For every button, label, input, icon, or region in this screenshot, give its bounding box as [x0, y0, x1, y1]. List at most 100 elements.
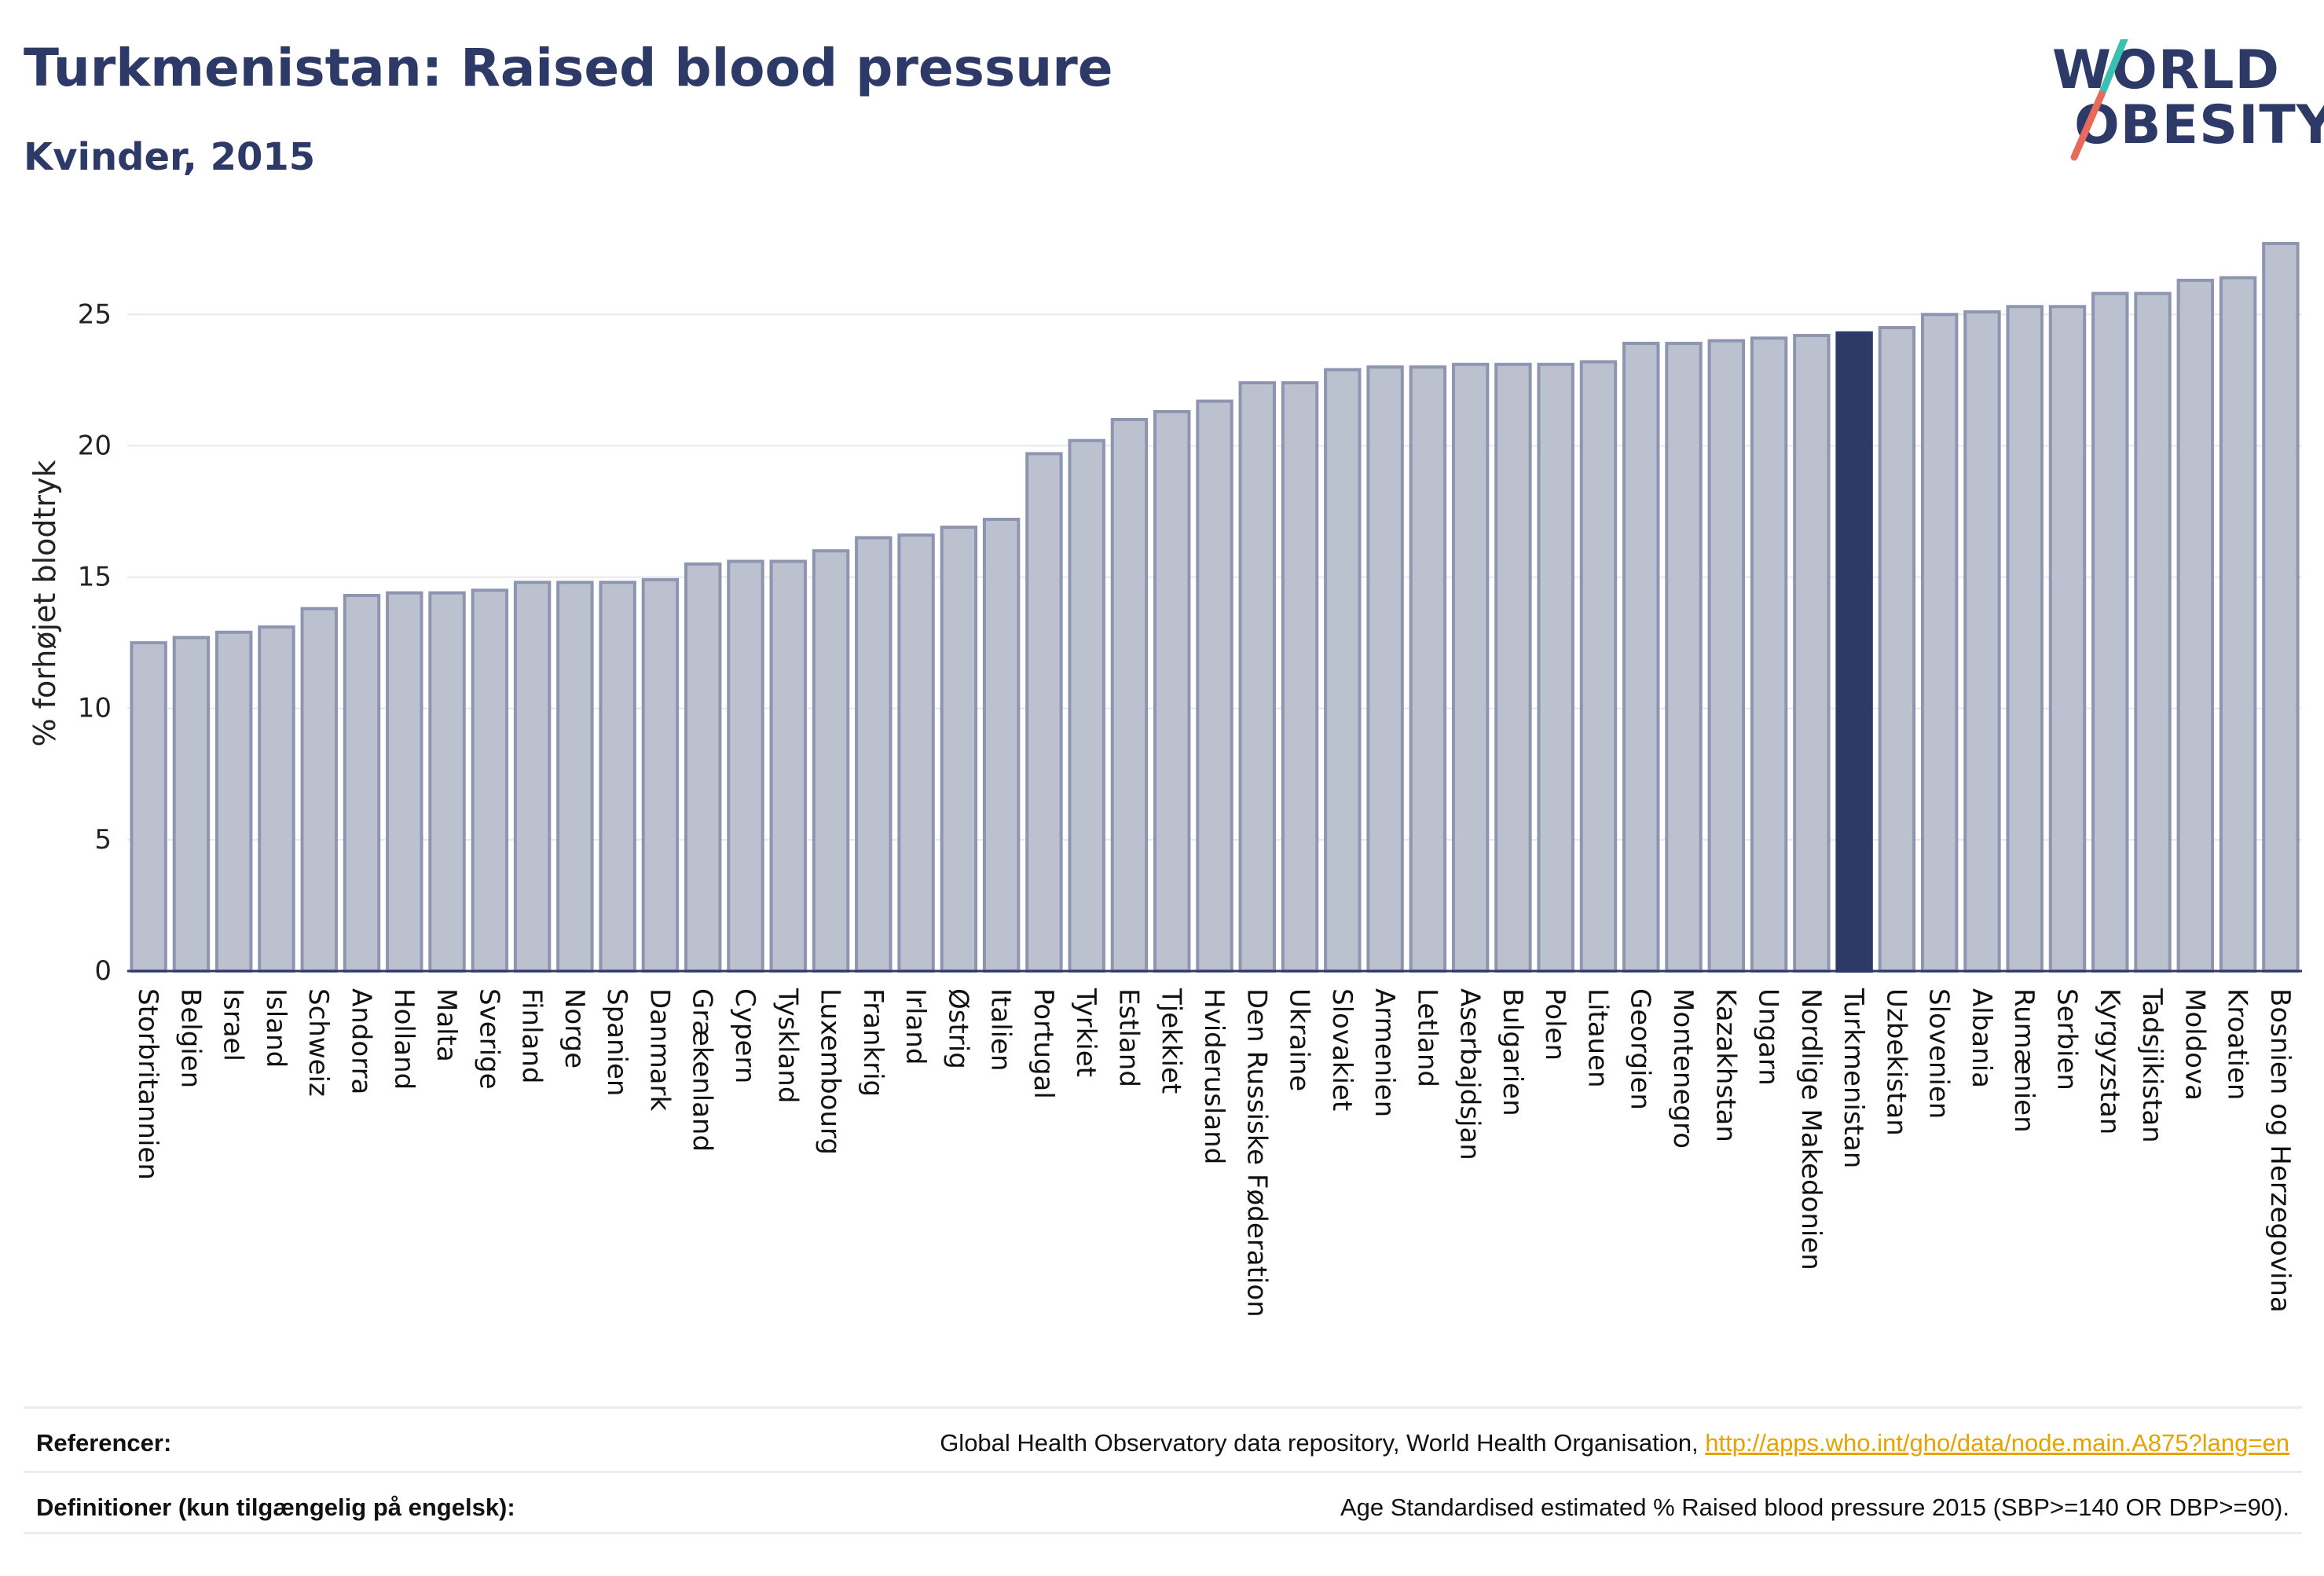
- y-axis-title: % forhøjet blodtryk: [27, 460, 62, 746]
- bar-chart: 0 5 10 15 20 25 % forhøjet blodtryk Storbritann…: [27, 242, 2302, 1318]
- x-tick-label: Tyrkiet: [1070, 988, 1102, 1077]
- bar: [1153, 409, 1191, 973]
- bar: [727, 559, 764, 973]
- x-tick-label: Den Russiske Føderation: [1241, 988, 1272, 1318]
- bar: [1025, 452, 1063, 973]
- bar: [1451, 362, 1490, 973]
- x-tick-label: Polen: [1539, 988, 1571, 1061]
- x-tick-label: Litauen: [1582, 988, 1613, 1088]
- bar: [1196, 399, 1233, 973]
- x-tick-label: Bosnien og Herzegovina: [2264, 988, 2296, 1313]
- definitions-row: Definitioner (kun tilgængelig på engelsk…: [24, 1471, 2302, 1534]
- x-tick-label: Israel: [218, 988, 249, 1061]
- y-tick-label: 10: [78, 693, 112, 724]
- world-obesity-logo: WORLD OBESITY: [2043, 39, 2324, 173]
- x-tick-label: Spanien: [601, 988, 632, 1096]
- bar: [855, 536, 893, 973]
- bar: [1793, 334, 1831, 973]
- x-tick-label: Georgien: [1625, 988, 1656, 1110]
- y-tick-label: 20: [78, 430, 112, 461]
- bar: [130, 641, 167, 973]
- chart-title: Turkmenistan: Raised blood pressure: [24, 38, 1113, 98]
- bar: [812, 549, 850, 973]
- footer-divider: [24, 1532, 2302, 1534]
- x-tick-label: Slovakiet: [1326, 988, 1358, 1111]
- bar: [1281, 381, 1319, 973]
- y-tick-label: 5: [94, 824, 112, 856]
- x-tick-label: Tjekkiet: [1156, 988, 1187, 1094]
- bar: [1238, 381, 1276, 973]
- bar: [1665, 342, 1703, 973]
- bar: [1622, 342, 1660, 973]
- bar: [513, 581, 552, 973]
- y-tick-label: 0: [94, 955, 112, 987]
- bar: [1963, 310, 2001, 973]
- x-tick-label: Montenegro: [1667, 988, 1699, 1149]
- x-tick-label: Andorra: [346, 988, 377, 1094]
- x-tick-label: Tyskland: [772, 988, 803, 1103]
- bar: [1409, 365, 1447, 973]
- definitions-label: Definitioner (kun tilgængelig på engelsk…: [36, 1494, 515, 1521]
- x-tick-label: Kazakhstan: [1710, 988, 1741, 1142]
- y-tick-label: 15: [78, 562, 112, 593]
- logo-slash-icon: [2070, 39, 2128, 161]
- logo-text-line1: WORLD: [2052, 39, 2280, 101]
- bar: [2134, 291, 2172, 973]
- bar: [1707, 339, 1746, 973]
- bar: [2262, 242, 2300, 973]
- bar: [2006, 305, 2044, 973]
- x-tick-label: Irland: [900, 988, 931, 1065]
- references-row: Referencer: Global Health Observatory da…: [24, 1406, 2302, 1472]
- x-tick-label: Armenien: [1369, 988, 1400, 1117]
- x-tick-label: Danmark: [643, 988, 675, 1111]
- bar: [428, 591, 466, 973]
- x-tick-label: Belgien: [174, 988, 206, 1088]
- x-tick-label: Schweiz: [302, 988, 334, 1097]
- bar: [897, 533, 935, 973]
- bar: [1878, 326, 1916, 973]
- bar: [769, 559, 807, 973]
- bar: [2048, 305, 2087, 973]
- x-tick-label: Estland: [1113, 988, 1144, 1087]
- x-tick-label: Slovenien: [1923, 988, 1955, 1119]
- bar: [300, 607, 338, 973]
- x-tick-label: Hviderusland: [1198, 988, 1230, 1164]
- x-tick-label: Grækenland: [687, 988, 718, 1152]
- bar: [982, 518, 1021, 973]
- x-tick-label: Finland: [516, 988, 548, 1084]
- x-tick-label: Frankrig: [857, 988, 889, 1097]
- x-tick-label: Kroatien: [2222, 988, 2253, 1100]
- references-link[interactable]: http://apps.who.int/gho/data/node.main.A…: [1705, 1429, 2289, 1457]
- chart-subtitle: Kvinder, 2015: [24, 135, 316, 179]
- x-tick-label: Uzbekistan: [1880, 988, 1912, 1136]
- references-label: Referencer:: [36, 1429, 172, 1457]
- x-tick-label: Nordlige Makedonien: [1795, 988, 1827, 1270]
- x-tick-label: Malta: [431, 988, 462, 1062]
- x-tick-label: Turkmenistan: [1838, 988, 1869, 1168]
- x-tick-label: Østrig: [942, 988, 973, 1069]
- x-tick-label: Sverige: [473, 988, 504, 1090]
- x-tick-label: Island: [260, 988, 291, 1068]
- bar: [1494, 362, 1532, 973]
- bar: [940, 526, 978, 973]
- definitions-value: Age Standardised estimated % Raised bloo…: [1340, 1494, 2289, 1521]
- references-value: Global Health Observatory data repositor…: [940, 1429, 2289, 1457]
- x-tick-label: Aserbajdsjan: [1454, 988, 1486, 1160]
- bar: [1110, 418, 1149, 973]
- x-tick-label: Norge: [559, 988, 590, 1068]
- bar: [1324, 368, 1362, 973]
- x-tick-label: Holland: [388, 988, 420, 1090]
- bar: [1068, 438, 1105, 973]
- bar: [684, 562, 722, 973]
- bar: [343, 593, 381, 973]
- bar: [1537, 362, 1574, 973]
- logo-text-line2: OBESITY: [2074, 94, 2324, 156]
- x-tick-label: Portugal: [1028, 988, 1059, 1099]
- x-tick-label: Letland: [1411, 988, 1442, 1087]
- bar: [2219, 276, 2257, 973]
- x-tick-label: Bulgarien: [1497, 988, 1528, 1116]
- x-tick-label: Moldova: [2179, 988, 2210, 1101]
- bar: [1366, 365, 1404, 973]
- bar: [1750, 336, 1788, 973]
- bar: [641, 577, 680, 973]
